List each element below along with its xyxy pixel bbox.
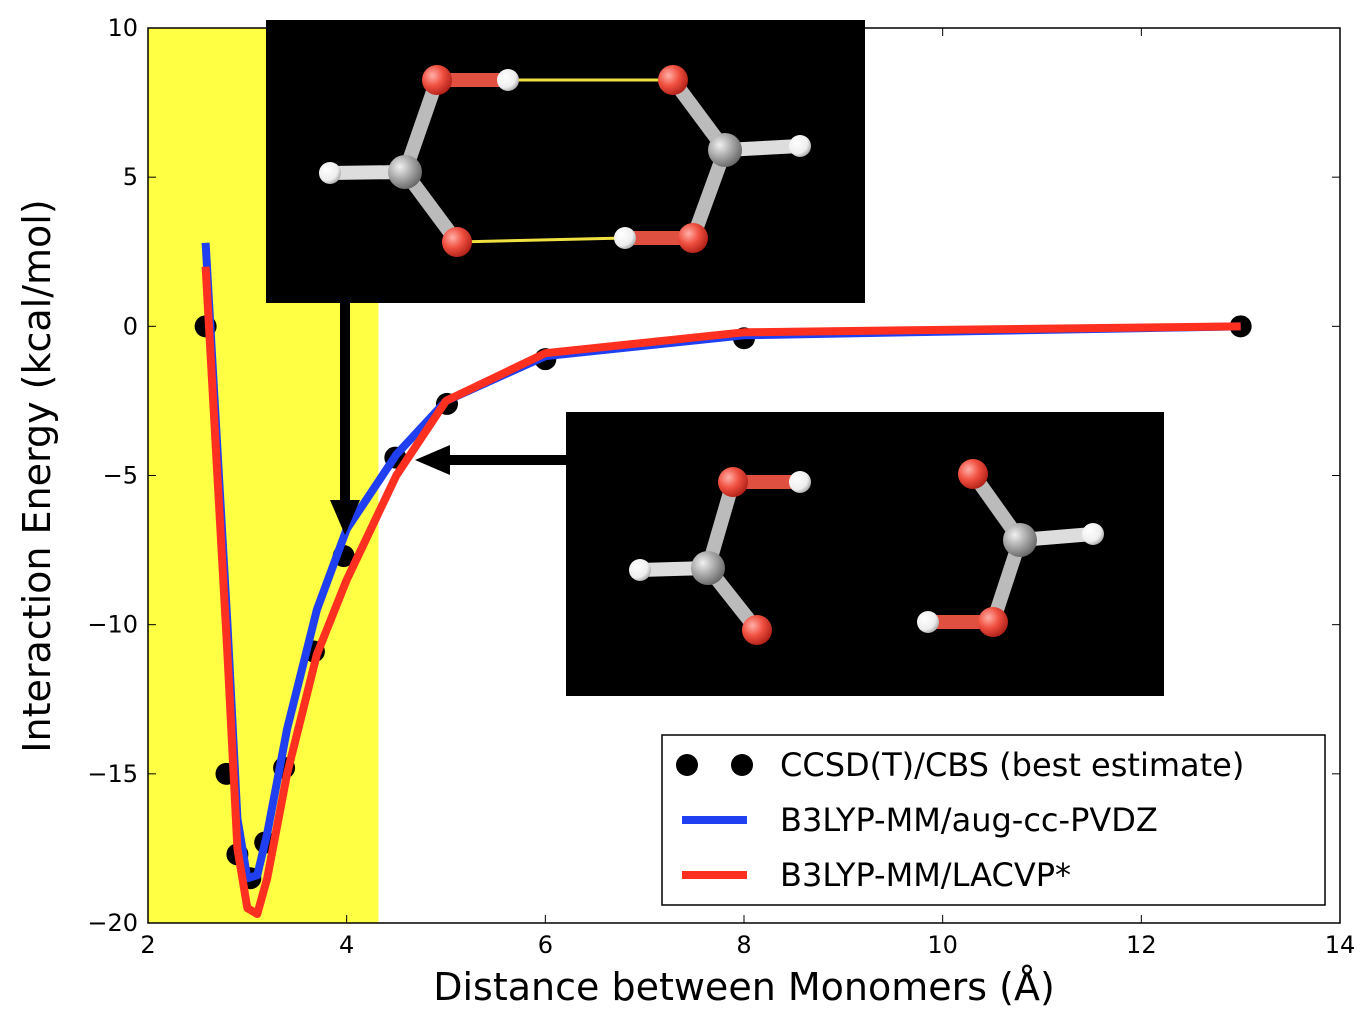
- legend: CCSD(T)/CBS (best estimate) B3LYP-MM/aug-…: [662, 735, 1325, 905]
- x-tick-label: 12: [1126, 931, 1157, 959]
- y-tick-label: 5: [123, 163, 138, 191]
- insets: [266, 20, 1164, 696]
- y-axis-label: Interaction Energy (kcal/mol): [15, 199, 59, 752]
- x-tick-label: 2: [140, 931, 155, 959]
- y-tick-label: −5: [103, 462, 138, 490]
- y-tick-label: 0: [123, 312, 138, 340]
- x-tick-label: 10: [927, 931, 958, 959]
- chart: 2 4 6 8 10 12 14 −20 −15 −10 −5 0 5 10 CCSD(T)/CBS (be…: [0, 0, 1360, 1021]
- legend-label: B3LYP-MM/aug-cc-PVDZ: [780, 801, 1158, 839]
- inset-image: [566, 412, 1164, 696]
- y-tick-label: −20: [87, 909, 138, 937]
- x-tick-label: 4: [339, 931, 354, 959]
- page: {"chart_data": {"type": "line", "xlabel"…: [0, 0, 1360, 1025]
- inset-image: [266, 20, 865, 303]
- x-tick-label: 8: [736, 931, 751, 959]
- legend-marker: [676, 754, 698, 776]
- x-axis-label: Distance between Monomers (Å): [433, 965, 1055, 1009]
- x-tick-label: 6: [538, 931, 553, 959]
- y-tick-label: −15: [87, 760, 138, 788]
- y-tick-label: 10: [107, 14, 138, 42]
- y-tick-label: −10: [87, 611, 138, 639]
- legend-label: B3LYP-MM/LACVP*: [780, 856, 1071, 894]
- x-tick-label: 14: [1325, 931, 1356, 959]
- legend-marker: [731, 754, 753, 776]
- legend-label: CCSD(T)/CBS (best estimate): [780, 746, 1244, 784]
